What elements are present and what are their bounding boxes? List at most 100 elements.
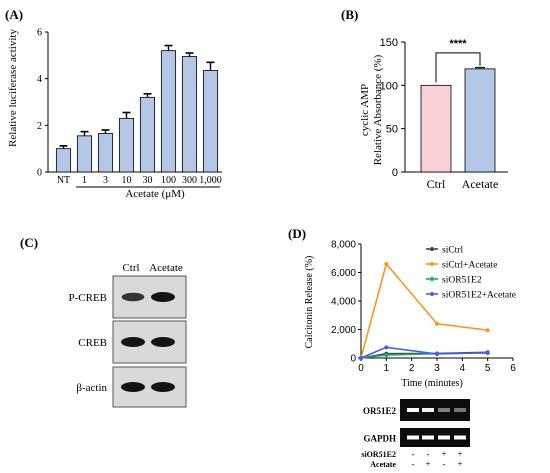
chart-d-ylabel: Calcitonin Release (%) xyxy=(304,256,315,349)
chart-b-ylabel-line1: cyclic AMP xyxy=(359,84,371,136)
chart-a-ytick-label: 2 xyxy=(37,121,42,132)
gel-condition-sign: - xyxy=(427,449,430,459)
chart-b-xtick-label: Ctrl xyxy=(427,177,446,191)
blot-row-label: P-CREB xyxy=(68,292,107,304)
gel-band xyxy=(454,435,466,440)
chart-a-xlabel: Acetate (μM) xyxy=(125,188,185,200)
panel-letter-c: (C) xyxy=(20,235,38,250)
blot-lane-label: Ctrl xyxy=(122,262,139,274)
chart-a-bar xyxy=(160,50,177,173)
chart-d-series-line xyxy=(360,262,488,359)
chart-d-ytick-label: 4,000 xyxy=(331,297,356,308)
chart-b-ytick-label: 100 xyxy=(380,80,398,92)
chart-b-xtick-label: Acetate xyxy=(462,177,499,191)
chart-b-significance: **** xyxy=(449,38,467,50)
blot-band xyxy=(151,382,175,392)
chart-d-legend-label: siOR51E2+Acetate xyxy=(442,291,516,301)
gel-condition-label: siOR51E2 xyxy=(361,450,396,459)
chart-b-ytick-label: 0 xyxy=(392,167,398,179)
gel-band xyxy=(454,408,466,412)
chart-a-bar xyxy=(76,135,93,173)
chart-d-series-line xyxy=(360,346,488,359)
gel-band xyxy=(438,435,450,440)
chart-b: cyclic AMP Relative Absorbance (%) **** … xyxy=(359,37,508,191)
gel-condition-label: Acetate xyxy=(370,460,396,469)
gel-band xyxy=(407,435,419,440)
chart-d-xtick-label: 2 xyxy=(409,363,415,374)
chart-d-legend-label: siCtrl xyxy=(442,246,463,256)
blot-band xyxy=(151,292,175,302)
chart-a-ytick-label: 6 xyxy=(37,28,42,39)
gel-condition-sign: + xyxy=(457,459,462,469)
chart-d-xtick-label: 6 xyxy=(510,363,516,374)
chart-d-xtick-label: 1 xyxy=(384,363,390,374)
chart-d-ytick-label: 2,000 xyxy=(331,325,356,336)
gel-band xyxy=(438,408,450,412)
chart-b-ytick-label: 50 xyxy=(386,124,398,136)
blot-band xyxy=(121,292,145,302)
gel-row-label: GAPDH xyxy=(364,434,397,444)
chart-b-ytick-label: 150 xyxy=(380,37,398,49)
blot-band xyxy=(121,382,145,392)
chart-a-bar xyxy=(97,133,114,173)
chart-d-ytick-label: 6,000 xyxy=(331,268,356,279)
chart-d-legend-marker xyxy=(430,262,434,266)
chart-d-legend-marker xyxy=(430,292,434,296)
chart-d-point xyxy=(435,321,439,326)
chart-b-ylabel-line2: Relative Absorbance (%) xyxy=(372,54,384,165)
blot-row-label: CREB xyxy=(78,337,107,349)
gel-row-label: OR51E2 xyxy=(363,406,397,416)
gel-band xyxy=(407,408,419,412)
gel-condition-sign: - xyxy=(443,459,446,469)
chart-d-ytick-label: 8,000 xyxy=(331,240,356,251)
blot-band xyxy=(151,337,175,347)
chart-a-xtick-label: 300 xyxy=(182,175,197,186)
blot-band xyxy=(121,337,145,347)
chart-a-bar xyxy=(202,70,219,173)
chart-d-point xyxy=(359,356,363,360)
gel-lane-panel xyxy=(400,428,470,447)
chart-a-xtick-label: 1,000 xyxy=(199,175,222,186)
chart-d-legend-label: siOR51E2 xyxy=(442,276,482,286)
gel-condition-sign: - xyxy=(412,449,415,459)
gel-condition-sign: + xyxy=(441,449,446,459)
chart-d-xtick-label: 0 xyxy=(358,363,364,374)
chart-d-legend-marker xyxy=(430,277,434,281)
chart-d-point xyxy=(485,350,490,355)
gel-band xyxy=(422,435,434,440)
chart-a-bar xyxy=(139,96,156,173)
gel-band xyxy=(422,408,434,412)
chart-d-point xyxy=(384,353,389,358)
chart-a-xtick-label: NT xyxy=(57,175,70,186)
panel-letter-a: (A) xyxy=(5,7,23,22)
panel-letter-b: (B) xyxy=(341,7,358,22)
western-blot-c: Ctrl Acetate P-CREB CREB β-actin xyxy=(68,262,187,408)
chart-a-ytick-label: 4 xyxy=(37,74,42,85)
chart-a-xtick-label: 30 xyxy=(143,175,153,186)
chart-b-bar xyxy=(464,68,496,173)
chart-a-bar xyxy=(55,148,72,173)
blot-row-label: β-actin xyxy=(76,382,107,394)
chart-b-significance-bracket xyxy=(435,52,481,83)
chart-d-xtick-label: 4 xyxy=(460,363,466,374)
chart-a-ylabel: Relative luciferase activity xyxy=(7,29,19,147)
chart-a-ytick-label: 0 xyxy=(37,168,42,179)
chart-a-xtick-label: 100 xyxy=(161,175,176,186)
chart-d-xtick-label: 3 xyxy=(434,363,440,374)
chart-d-xlabel: Time (minutes) xyxy=(401,378,463,389)
blot-lane-label: Acetate xyxy=(149,262,183,274)
chart-a-bar xyxy=(181,56,198,173)
chart-d-ytick-label: 0 xyxy=(350,354,356,365)
chart-a-xtick-label: 3 xyxy=(103,175,108,186)
chart-d-legend-label: siCtrl+Acetate xyxy=(442,261,497,271)
chart-d-point xyxy=(384,261,389,266)
chart-d-point xyxy=(435,352,439,357)
chart-a-xtick-label: 1 xyxy=(82,175,87,186)
chart-d-point xyxy=(485,328,490,333)
gel-lane-panel xyxy=(400,399,470,421)
chart-d-legend-marker xyxy=(430,247,434,251)
chart-d-point xyxy=(384,345,389,350)
gel-condition-sign: + xyxy=(457,449,462,459)
